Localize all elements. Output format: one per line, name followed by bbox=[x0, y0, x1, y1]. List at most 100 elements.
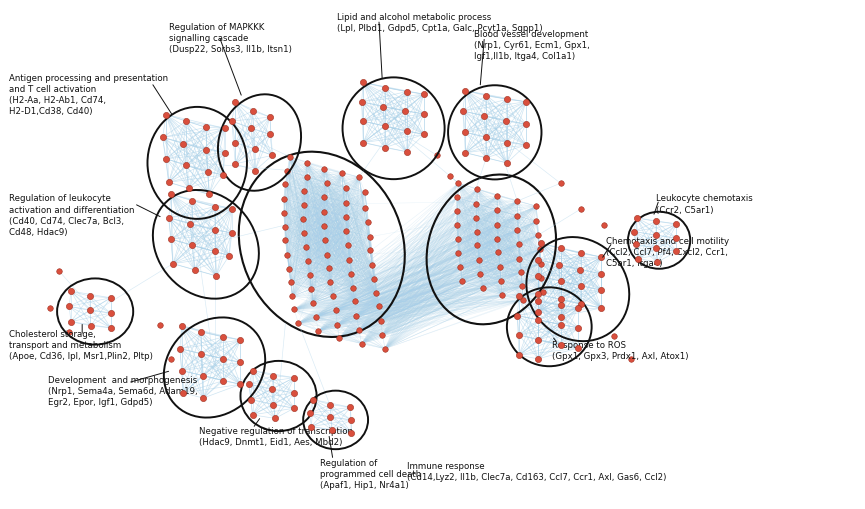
Point bbox=[490, 221, 504, 229]
Point bbox=[282, 265, 296, 273]
Point bbox=[531, 290, 545, 298]
Point bbox=[306, 299, 320, 307]
Point bbox=[104, 324, 118, 332]
Point bbox=[450, 221, 464, 229]
Point bbox=[417, 110, 431, 118]
Point bbox=[512, 254, 526, 263]
Point bbox=[263, 113, 277, 121]
Point bbox=[346, 284, 360, 292]
Point bbox=[234, 380, 247, 388]
Point bbox=[296, 215, 310, 223]
Point bbox=[175, 366, 189, 375]
Point bbox=[280, 166, 294, 175]
Point bbox=[298, 187, 311, 195]
Point bbox=[500, 95, 514, 103]
Point bbox=[208, 203, 221, 211]
Point bbox=[479, 154, 493, 162]
Point bbox=[356, 117, 370, 125]
Point bbox=[607, 332, 621, 340]
Point bbox=[222, 251, 236, 260]
Point bbox=[292, 319, 305, 327]
Text: Leukocyte chemotaxis
(Ccr2, C5ar1): Leukocyte chemotaxis (Ccr2, C5ar1) bbox=[656, 194, 753, 214]
Point bbox=[500, 138, 514, 147]
Point bbox=[490, 235, 504, 243]
Point bbox=[303, 271, 317, 279]
Point bbox=[398, 107, 412, 115]
Point bbox=[83, 292, 97, 300]
Point bbox=[216, 377, 230, 385]
Point bbox=[176, 389, 190, 397]
Point bbox=[265, 385, 279, 393]
Point bbox=[670, 247, 683, 256]
Point bbox=[519, 120, 533, 128]
Point bbox=[670, 234, 683, 242]
Point bbox=[378, 144, 392, 152]
Point bbox=[594, 304, 608, 312]
Point bbox=[64, 287, 78, 295]
Point bbox=[571, 344, 585, 352]
Point bbox=[341, 241, 355, 249]
Point bbox=[356, 78, 370, 87]
Point bbox=[514, 268, 528, 276]
Point bbox=[185, 196, 199, 205]
Point bbox=[374, 317, 388, 325]
Point bbox=[536, 288, 550, 296]
Point bbox=[194, 350, 208, 358]
Point bbox=[670, 220, 683, 228]
Point bbox=[471, 241, 484, 249]
Point bbox=[344, 416, 358, 424]
Point bbox=[629, 240, 643, 248]
Point bbox=[280, 250, 294, 259]
Point bbox=[335, 169, 349, 177]
Point bbox=[452, 179, 465, 187]
Point bbox=[534, 239, 548, 247]
Point bbox=[443, 172, 457, 180]
Point bbox=[531, 355, 545, 363]
Point bbox=[494, 277, 508, 285]
Point bbox=[571, 324, 585, 332]
Point bbox=[166, 260, 180, 268]
Point bbox=[400, 88, 413, 96]
Point bbox=[242, 380, 256, 388]
Point bbox=[531, 316, 545, 324]
Point bbox=[535, 274, 548, 282]
Point bbox=[228, 160, 242, 168]
Point bbox=[417, 130, 431, 138]
Point bbox=[218, 149, 232, 157]
Point bbox=[196, 372, 210, 380]
Point bbox=[649, 231, 663, 239]
Point bbox=[512, 240, 526, 248]
Point bbox=[199, 123, 213, 131]
Point bbox=[554, 277, 567, 285]
Point bbox=[304, 422, 318, 431]
Point bbox=[516, 282, 529, 290]
Point bbox=[320, 250, 334, 259]
Point bbox=[493, 263, 507, 271]
Point bbox=[266, 401, 280, 409]
Point bbox=[311, 327, 325, 335]
Point bbox=[469, 200, 483, 208]
Point bbox=[339, 227, 353, 235]
Point bbox=[62, 302, 76, 310]
Point bbox=[266, 151, 279, 159]
Point bbox=[510, 312, 524, 320]
Point bbox=[339, 184, 353, 192]
Point bbox=[627, 228, 641, 236]
Point bbox=[516, 296, 530, 304]
Point bbox=[510, 226, 524, 234]
Point bbox=[298, 229, 311, 237]
Point bbox=[153, 321, 167, 329]
Point bbox=[469, 214, 483, 222]
Point bbox=[284, 278, 298, 287]
Point bbox=[300, 173, 314, 181]
Point bbox=[182, 184, 195, 192]
Point bbox=[183, 220, 197, 228]
Point bbox=[156, 133, 170, 142]
Point bbox=[367, 275, 381, 283]
Point bbox=[499, 117, 513, 125]
Point bbox=[554, 244, 567, 252]
Point bbox=[455, 277, 469, 285]
Point bbox=[218, 124, 232, 132]
Point bbox=[208, 226, 221, 234]
Point bbox=[355, 98, 368, 106]
